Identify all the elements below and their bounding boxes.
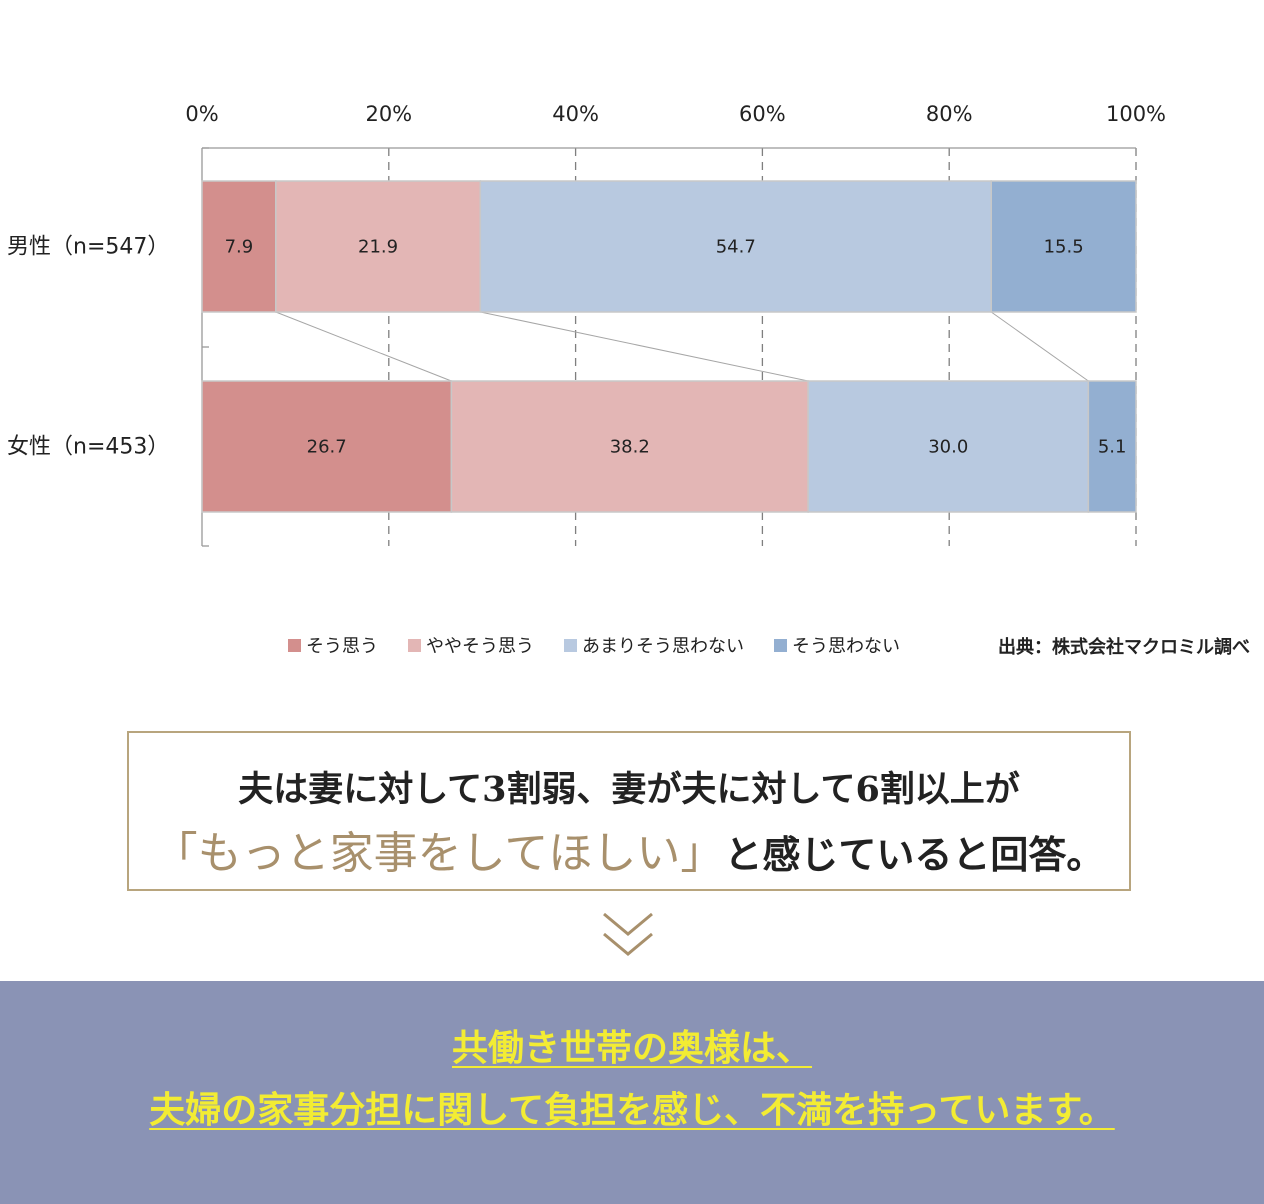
legend-swatch	[564, 638, 577, 652]
x-tick-label: 100%	[1106, 102, 1166, 126]
legend-label: そう思わない	[792, 636, 900, 657]
series-connector	[990, 311, 1089, 382]
stacked-bar-chart: 0% 20% 40% 60% 80% 100% 7.9 21.9 54.7 15.5 男性（n=54…	[7, 102, 1166, 547]
legend-swatch	[774, 638, 787, 652]
legend-swatch	[288, 638, 301, 652]
legend-item-disagree: そう思わない	[774, 632, 900, 658]
x-tick-label: 0%	[185, 102, 218, 126]
source-note: 出典：株式会社マクロミル調べ	[998, 637, 1250, 658]
bar-segment	[450, 380, 809, 513]
data-label: 5.1	[1098, 437, 1127, 458]
summary-highlight: 「もっと家事をしてほしい」	[153, 828, 725, 879]
legend-item-strongly-agree: そう思う	[288, 632, 378, 658]
x-tick-label: 60%	[739, 102, 786, 126]
series-connector	[480, 311, 809, 382]
bar-segment	[275, 180, 482, 313]
data-label: 30.0	[928, 437, 968, 458]
legend-label: ややそう思う	[426, 636, 534, 657]
chart-legend: そう思う ややそう思う あまりそう思わない そう思わない	[288, 632, 930, 658]
bar-segment	[1087, 380, 1137, 513]
data-label: 15.5	[1044, 237, 1084, 258]
data-label: 21.9	[358, 237, 398, 258]
data-label: 38.2	[610, 437, 650, 458]
legend-item-somewhat-disagree: あまりそう思わない	[564, 632, 744, 658]
legend-swatch	[408, 638, 421, 652]
legend-label: あまりそう思わない	[582, 636, 744, 657]
bar-segment	[807, 380, 1090, 513]
chevron-down-icon	[603, 912, 653, 956]
series-connector	[275, 311, 452, 382]
data-label: 26.7	[307, 437, 347, 458]
conclusion-band: 共働き世帯の奥様は、 夫婦の家事分担に関して負担を感じ、不満を持っています。	[0, 981, 1264, 1204]
legend-item-somewhat-agree: ややそう思う	[408, 632, 534, 658]
summary-box: 夫は妻に対して3割弱、妻が夫に対して6割以上が 「もっと家事をしてほしい」と感じ…	[127, 731, 1131, 891]
x-tick-label: 40%	[552, 102, 599, 126]
x-tick-label: 80%	[926, 102, 973, 126]
bar-segment	[201, 380, 453, 513]
conclusion-line-2: 夫婦の家事分担に関して負担を感じ、不満を持っています。	[149, 1089, 1115, 1131]
summary-line-2-rest: と感じていると回答。	[724, 832, 1105, 877]
conclusion-line-1: 共働き世帯の奥様は、	[451, 1027, 812, 1069]
legend-label: そう思う	[306, 636, 378, 657]
bar-segment	[479, 180, 992, 313]
category-label: 男性（n=547）	[7, 235, 169, 260]
bar-segment	[990, 180, 1137, 313]
category-label: 女性（n=453）	[7, 435, 169, 460]
summary-line-2: 「もっと家事をしてほしい」と感じていると回答。	[129, 817, 1129, 881]
data-label: 7.9	[225, 237, 254, 258]
data-label: 54.7	[716, 237, 756, 258]
summary-line-1: 夫は妻に対して3割弱、妻が夫に対して6割以上が	[238, 769, 1020, 810]
x-tick-label: 20%	[365, 102, 412, 126]
